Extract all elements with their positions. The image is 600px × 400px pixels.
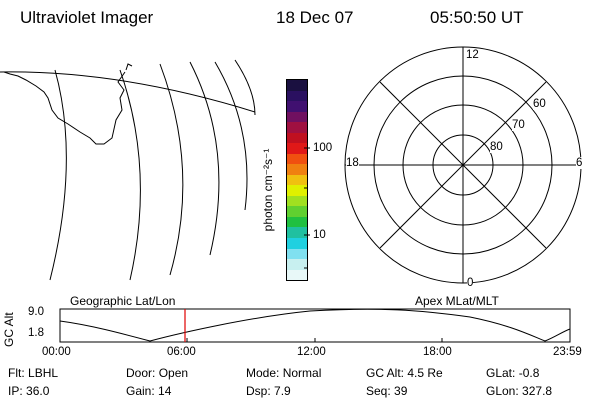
colorbar-segment bbox=[287, 111, 307, 123]
time-tick-label-1200: 12:00 bbox=[297, 346, 326, 358]
colorbar-segment bbox=[287, 227, 307, 238]
longitude-curve bbox=[49, 69, 67, 281]
status-ip-value: 36.0 bbox=[26, 384, 50, 398]
lat-label-60: 60 bbox=[533, 98, 546, 110]
colorbar-segment bbox=[287, 174, 307, 186]
colorbar-segment bbox=[287, 143, 307, 154]
mlt-label-0: 0 bbox=[467, 277, 474, 289]
status-gain: Gain: 14 bbox=[126, 384, 171, 398]
colorbar-segment bbox=[287, 153, 307, 165]
time-tick-label-2359: 23:59 bbox=[553, 346, 582, 358]
status-glat-value: -0.8 bbox=[518, 366, 540, 380]
status-mode: Mode: Normal bbox=[246, 366, 321, 380]
status-glon-key: GLon: bbox=[486, 384, 519, 398]
status-dsp-value: 7.9 bbox=[274, 384, 291, 398]
meridian-diagonal bbox=[379, 81, 547, 249]
status-door: Door: Open bbox=[126, 366, 188, 380]
status-seq-value: 39 bbox=[394, 384, 408, 398]
longitude-curve bbox=[189, 61, 220, 256]
status-seq: Seq: 39 bbox=[366, 384, 407, 398]
colorbar-segment bbox=[287, 216, 307, 228]
status-glon-value: 327.8 bbox=[522, 384, 553, 398]
apex-mlat-mlt-label: Apex MLat/MLT bbox=[415, 294, 499, 308]
colorbar-segment bbox=[287, 206, 307, 217]
colorbar-tick-10: 10 bbox=[313, 229, 326, 241]
mlt-label-6: 6 bbox=[576, 157, 583, 169]
colorbar-segment bbox=[287, 101, 307, 112]
colorbar-ticks bbox=[304, 147, 310, 269]
status-dsp: Dsp: 7.9 bbox=[246, 384, 291, 398]
gc-alt-axis-label: GC Alt bbox=[2, 312, 16, 347]
colorbar-segment bbox=[287, 132, 307, 144]
colorbar-segment bbox=[287, 195, 307, 207]
status-gain-key: Gain: bbox=[126, 384, 155, 398]
instrument-title: Ultraviolet Imager bbox=[20, 8, 154, 27]
colorbar-segment bbox=[287, 237, 307, 249]
status-glat-key: GLat: bbox=[486, 366, 516, 380]
mlt-label-18: 18 bbox=[346, 157, 359, 169]
status-gc-alt: GC Alt: 4.5 Re bbox=[366, 366, 443, 380]
status-mode-key: Mode: bbox=[246, 366, 280, 380]
time-tick-label-1800: 18:00 bbox=[423, 346, 452, 358]
polar-grid bbox=[344, 46, 582, 284]
status-flt-value: LBHL bbox=[28, 366, 59, 380]
status-seq-key: Seq: bbox=[366, 384, 391, 398]
colorbar-segment bbox=[287, 259, 307, 270]
coastline bbox=[3, 71, 126, 145]
colorbar-segment bbox=[287, 164, 307, 175]
time-tick-label-0000: 00:00 bbox=[42, 346, 71, 358]
colorbar-segment bbox=[287, 122, 307, 133]
altitude-curve bbox=[59, 308, 571, 342]
status-flt: Flt: LBHL bbox=[8, 366, 58, 380]
status-gc-alt-key: GC Alt: bbox=[366, 366, 405, 380]
gc-alt-tick-high: 9.0 bbox=[28, 306, 44, 318]
colorbar-segment bbox=[287, 80, 307, 91]
time-label: 05:50:50 UT bbox=[430, 8, 524, 27]
gc-alt-tick-low: 1.8 bbox=[28, 327, 44, 339]
status-glon: GLon: 327.8 bbox=[486, 384, 552, 398]
colorbar-segment bbox=[287, 248, 307, 260]
colorbar bbox=[286, 79, 308, 281]
latitude-curve bbox=[0, 71, 256, 113]
colorbar-tick-100: 100 bbox=[313, 142, 333, 154]
status-glat: GLat: -0.8 bbox=[486, 366, 539, 380]
longitude-curve bbox=[214, 61, 248, 211]
mlt-label-12: 12 bbox=[466, 49, 479, 61]
lat-label-80: 80 bbox=[490, 141, 503, 153]
lat-label-70: 70 bbox=[512, 119, 525, 131]
status-mode-value: Normal bbox=[282, 366, 322, 380]
status-door-value: Open bbox=[158, 366, 189, 380]
colorbar-segment bbox=[287, 90, 307, 102]
status-flt-key: Flt: bbox=[8, 366, 25, 380]
geographic-latlon-label: Geographic Lat/Lon bbox=[70, 294, 176, 308]
status-door-key: Door: bbox=[126, 366, 156, 380]
status-ip-key: IP: bbox=[8, 384, 23, 398]
status-ip: IP: 36.0 bbox=[8, 384, 49, 398]
longitude-curve bbox=[159, 63, 184, 276]
longitude-curve bbox=[234, 59, 256, 116]
status-gc-alt-value: 4.5 Re bbox=[407, 366, 443, 380]
status-gain-value: 14 bbox=[158, 384, 172, 398]
geographic-map-panel bbox=[0, 59, 256, 281]
colorbar-segment bbox=[287, 185, 307, 196]
date-label: 18 Dec 07 bbox=[276, 8, 354, 27]
colorbar-unit-label: photon cm⁻²s⁻¹ bbox=[261, 148, 275, 232]
coastline bbox=[125, 63, 133, 71]
longitude-curve bbox=[119, 69, 141, 281]
status-dsp-key: Dsp: bbox=[246, 384, 271, 398]
altitude-timeline bbox=[59, 308, 571, 343]
colorbar-segment bbox=[287, 269, 307, 281]
time-tick-label-0600: 06:00 bbox=[167, 346, 196, 358]
